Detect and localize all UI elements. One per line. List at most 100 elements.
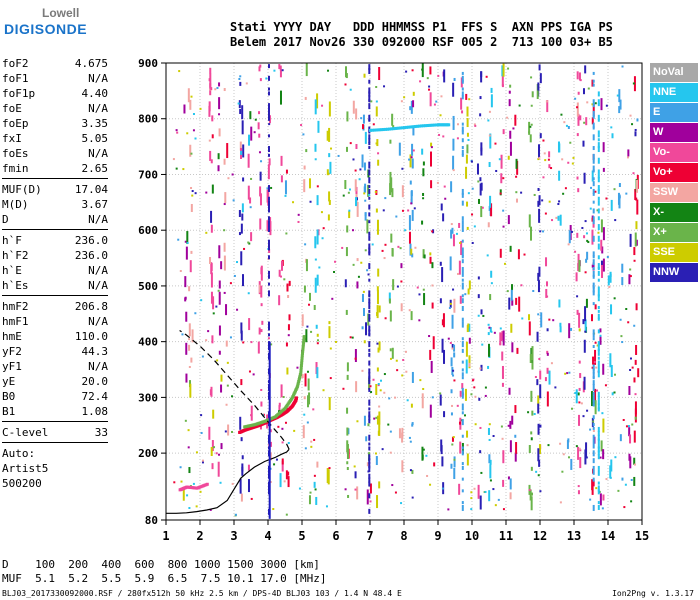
param-value: 3.35 (81, 117, 109, 130)
echo-trace-point (205, 482, 209, 486)
noise-point (269, 481, 272, 484)
x-tick-label: 4 (264, 529, 271, 543)
noise-point (485, 75, 488, 78)
noise-speckle (479, 177, 482, 182)
noise-speckle (421, 393, 424, 409)
noise-speckle (528, 121, 531, 135)
noise-point (341, 246, 344, 249)
noise-point (333, 270, 336, 273)
noise-column (597, 286, 600, 291)
noise-speckle (477, 484, 480, 499)
noise-speckle (356, 258, 359, 262)
noise-speckle (530, 466, 533, 471)
noise-speckle (303, 179, 306, 193)
noise-point (551, 219, 554, 222)
noise-speckle (607, 275, 610, 286)
noise-column (592, 302, 595, 306)
noise-column (597, 454, 600, 460)
noise-speckle (610, 304, 613, 315)
noise-speckle (305, 63, 308, 77)
noise-column (368, 290, 371, 297)
noise-point (248, 242, 251, 245)
noise-point (567, 243, 570, 246)
noise-speckle (583, 376, 586, 390)
noise-point (268, 123, 271, 126)
noise-speckle (287, 476, 290, 488)
noise-point (413, 207, 416, 210)
noise-speckle (536, 379, 539, 386)
noise-speckle (223, 255, 226, 271)
autoscaling-line: 500200 (2, 477, 42, 490)
noise-point (418, 293, 421, 296)
noise-speckle (450, 229, 453, 239)
noise-speckle (466, 144, 469, 154)
param-value: 110.0 (74, 330, 108, 343)
noise-speckle (356, 486, 359, 500)
noise-point (550, 167, 553, 170)
noise-speckle (190, 203, 193, 212)
noise-point (422, 387, 425, 390)
noise-point (562, 453, 565, 456)
noise-speckle (240, 223, 243, 234)
noise-speckle (559, 214, 562, 226)
noise-speckle (537, 200, 540, 207)
noise-speckle (280, 155, 283, 166)
noise-point (297, 213, 300, 216)
noise-point (453, 458, 456, 461)
noise-column (597, 430, 600, 436)
noise-point (330, 147, 333, 150)
param-value: 72.4 (81, 390, 109, 403)
noise-point (316, 185, 319, 188)
noise-column (597, 501, 600, 505)
echo-trace-point (300, 356, 304, 360)
echo-trace-point (301, 347, 305, 351)
noise-speckle (363, 340, 366, 344)
noise-point (312, 408, 315, 411)
x-tick-label: 5 (298, 529, 305, 543)
param-value: 44.3 (81, 345, 109, 358)
noise-speckle (452, 138, 455, 151)
noise-speckle (461, 383, 464, 390)
noise-speckle (356, 201, 359, 217)
noise-speckle (328, 321, 331, 325)
noise-point (554, 386, 557, 389)
noise-point (484, 386, 487, 389)
noise-speckle (278, 64, 281, 70)
noise-column (368, 177, 371, 184)
noise-column (597, 208, 600, 214)
noise-speckle (411, 423, 414, 427)
param-name: C-level (2, 426, 49, 439)
noise-speckle (452, 115, 455, 130)
noise-speckle (377, 268, 380, 277)
noise-speckle (316, 229, 319, 245)
noise-point (428, 88, 431, 91)
noise-point (406, 399, 409, 402)
noise-speckle (460, 241, 463, 256)
noise-speckle (421, 148, 424, 155)
noise-speckle (594, 400, 597, 415)
noise-point (539, 490, 542, 493)
noise-column (597, 157, 600, 164)
noise-speckle (591, 217, 594, 222)
noise-column (592, 177, 595, 181)
noise-speckle (279, 90, 282, 105)
noise-speckle (459, 441, 462, 454)
noise-speckle (453, 456, 456, 468)
noise-speckle (241, 203, 244, 213)
noise-column (597, 391, 600, 397)
noise-point (578, 447, 581, 450)
noise-speckle (363, 415, 366, 426)
noise-point (543, 152, 546, 155)
noise-point (473, 225, 476, 228)
noise-speckle (509, 492, 512, 500)
noise-point (464, 293, 467, 296)
param-name: foF1 (2, 72, 29, 85)
noise-speckle (314, 236, 317, 249)
noise-point (574, 250, 577, 253)
noise-column (592, 333, 595, 338)
noise-point (520, 191, 523, 194)
noise-column (368, 446, 371, 451)
noise-speckle (530, 431, 533, 435)
noise-point (470, 497, 473, 500)
noise-point (459, 241, 462, 244)
